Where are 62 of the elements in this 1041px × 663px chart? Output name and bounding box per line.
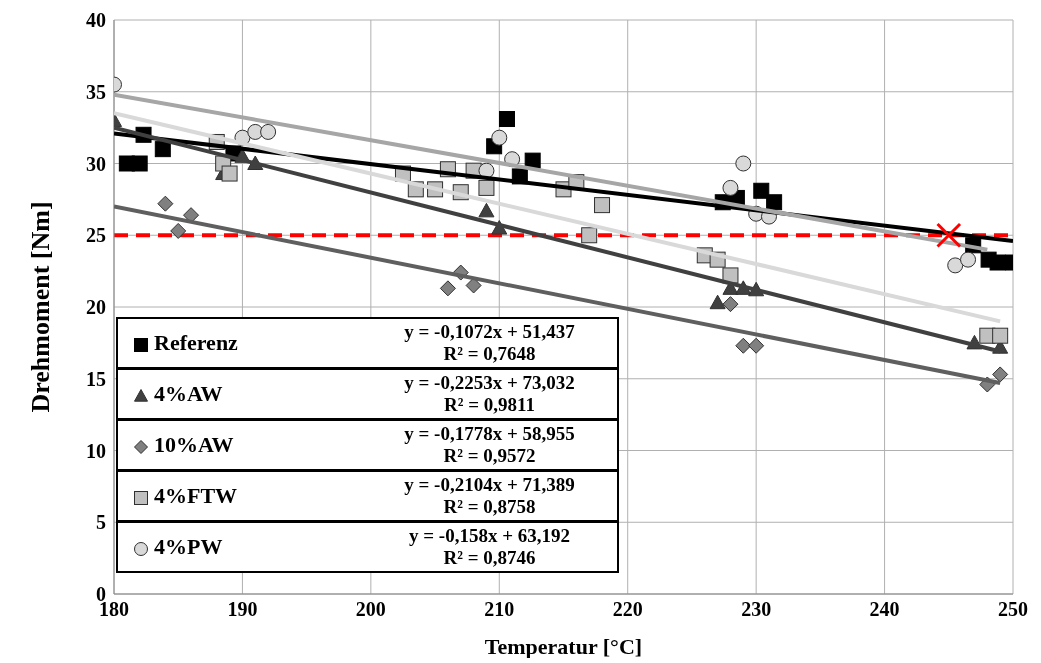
point xyxy=(735,337,752,354)
x-tick-label: 190 xyxy=(227,598,258,621)
annotation: R² = 0,9572 xyxy=(442,445,537,467)
point xyxy=(936,222,962,248)
point xyxy=(478,179,495,196)
annotation: R² = 0,7648 xyxy=(442,343,537,365)
x-tick-label: 250 xyxy=(998,598,1028,621)
x-tick-label: 220 xyxy=(612,598,643,621)
point xyxy=(581,227,598,244)
point xyxy=(260,123,277,140)
x-axis-title: Temperatur [°C] xyxy=(484,634,643,659)
y-tick-label: 25 xyxy=(86,224,106,247)
point xyxy=(157,195,174,212)
point xyxy=(709,294,726,310)
point xyxy=(491,220,508,235)
y-tick-label: 5 xyxy=(96,511,106,534)
point xyxy=(992,366,1009,383)
x-tick-label: 200 xyxy=(355,598,386,621)
annotation: R² = 0,9811 xyxy=(443,394,536,416)
legend-label: 4%AW xyxy=(153,381,224,407)
point xyxy=(465,277,482,294)
point xyxy=(735,155,752,172)
y-tick-label: 40 xyxy=(86,9,106,32)
y-tick-label: 10 xyxy=(86,439,106,462)
y-tick-label: 15 xyxy=(86,367,106,390)
x-tick-label: 240 xyxy=(869,598,900,621)
point xyxy=(524,152,541,169)
x-tick-label: 210 xyxy=(484,598,515,621)
point xyxy=(498,111,515,128)
annotation: y = -0,2104x + 71,389 xyxy=(403,474,576,496)
point xyxy=(594,197,611,214)
y-tick-label: 35 xyxy=(86,80,106,103)
annotation: y = -0,1072x + 51,437 xyxy=(403,321,576,343)
y-axis-title: Drehmoment [Nm] xyxy=(26,201,56,413)
annotation: y = -0,1778x + 58,955 xyxy=(403,423,576,445)
point xyxy=(170,222,187,239)
point xyxy=(992,327,1009,344)
point xyxy=(947,257,964,274)
annotation: y = -0,158x + 63,192 xyxy=(408,525,571,547)
point xyxy=(221,165,238,182)
annotation: R² = 0,8758 xyxy=(442,496,537,518)
legend-label: 4%FTW xyxy=(153,483,239,509)
point xyxy=(766,194,783,211)
annotation: y = -0,2253x + 73,032 xyxy=(403,372,576,394)
legend-label: Referenz xyxy=(153,330,239,356)
point xyxy=(722,296,739,313)
point xyxy=(722,179,739,196)
x-tick-label: 230 xyxy=(741,598,772,621)
point xyxy=(960,251,977,268)
point xyxy=(478,202,495,218)
point xyxy=(748,337,765,354)
point xyxy=(439,280,456,297)
annotation: R² = 0,8746 xyxy=(442,547,537,569)
legend-label: 4%PW xyxy=(153,534,224,560)
point xyxy=(131,155,148,172)
y-tick-label: 30 xyxy=(86,152,106,175)
point xyxy=(753,182,770,199)
point xyxy=(154,141,171,158)
y-tick-label: 20 xyxy=(86,296,106,319)
point xyxy=(478,162,495,179)
legend-label: 10%AW xyxy=(153,432,235,458)
point xyxy=(491,129,508,146)
